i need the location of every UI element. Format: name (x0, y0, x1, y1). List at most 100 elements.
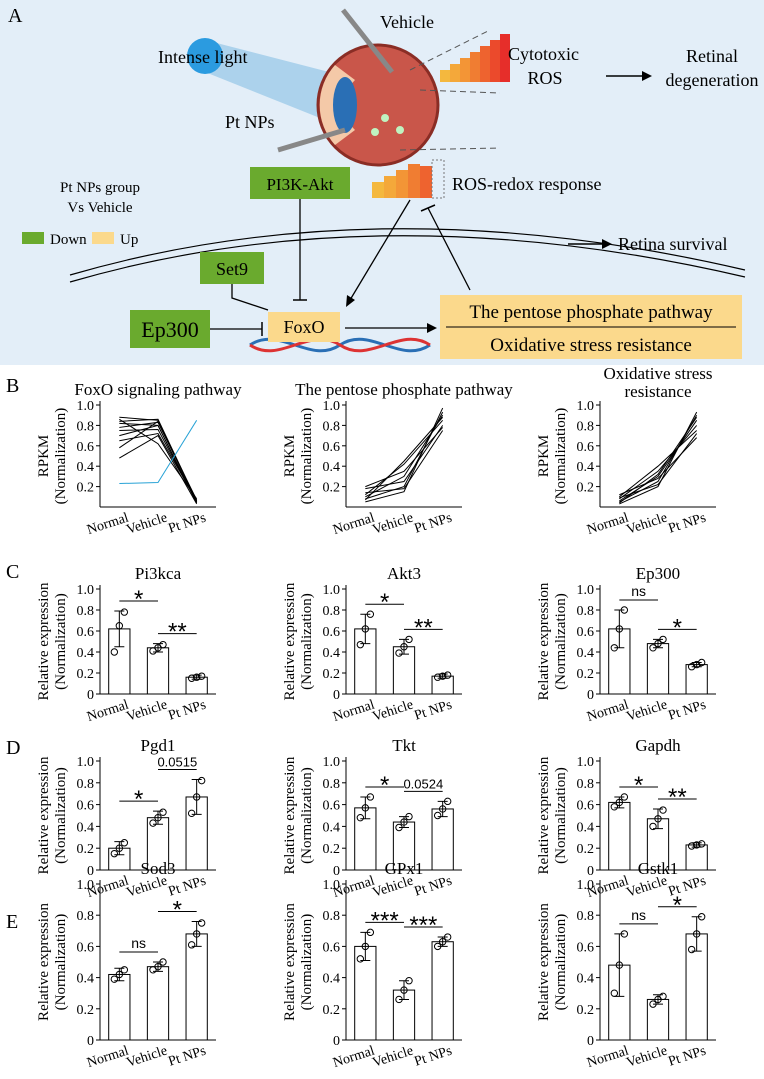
inhibit (231, 284, 269, 311)
significance: * (380, 772, 389, 799)
x-tick-label: Vehicle (371, 511, 416, 538)
y-axis-label: (Normalization) (299, 593, 315, 690)
y-axis-label: Relative expression (282, 582, 298, 700)
error-bar (360, 613, 371, 645)
label: Retina survival (618, 234, 727, 254)
y-tick-label: 0.8 (77, 419, 95, 434)
y-axis-label: (Normalization) (553, 767, 569, 864)
data-point (654, 639, 662, 648)
error-bar (399, 980, 409, 1000)
label: Intense light (158, 47, 247, 67)
x-tick-label: Pt NPs (167, 511, 208, 537)
data-point (692, 660, 701, 669)
y-tick-label: 0.6 (577, 799, 595, 814)
x-tick-label: Vehicle (625, 698, 670, 725)
panel-label: E (6, 911, 18, 933)
y-tick-label: 0 (333, 864, 340, 879)
light-source (187, 38, 223, 74)
y-tick-label: 0.4 (577, 646, 595, 661)
dash (409, 29, 491, 71)
data-point (620, 930, 629, 938)
significance: *** (409, 912, 437, 939)
y-tick-label: 1.0 (577, 583, 595, 598)
y-axis-label: RPKM (36, 435, 52, 478)
data-point (615, 625, 624, 633)
data-point (395, 649, 403, 657)
y-tick-label: 0.4 (77, 646, 95, 661)
chart-title: GPx1 (385, 859, 424, 878)
significance: * (173, 896, 182, 923)
y-axis-label: (Normalization) (553, 593, 569, 690)
y-tick-label: 0.8 (577, 419, 595, 434)
data-point (438, 938, 447, 946)
data-point (687, 663, 696, 671)
data-point (356, 640, 365, 649)
data-point (620, 606, 629, 614)
chart-title: Pi3kca (135, 564, 182, 583)
significance: * (634, 772, 643, 799)
data-point (405, 977, 413, 985)
y-tick-label: 0.6 (323, 940, 341, 955)
y-axis-label: RPKM (536, 435, 552, 478)
data-point (187, 674, 196, 682)
label: Oxidative stress resistance (490, 335, 692, 356)
y-axis-label: (Normalization) (553, 914, 569, 1011)
label: FoxO (283, 317, 324, 337)
x-tick-label: Vehicle (371, 1044, 416, 1071)
x-tick-label: Pt NPs (413, 1044, 454, 1070)
x-tick-label: Vehicle (371, 698, 416, 725)
particle (381, 114, 389, 122)
y-tick-label: 1.0 (77, 755, 95, 770)
y-tick-label: 0.6 (577, 625, 595, 640)
data-point (197, 776, 206, 785)
y-axis-label: (Normalization) (53, 767, 69, 864)
inhibit (427, 207, 471, 291)
chart-title: Gstk1 (638, 859, 679, 878)
y-tick-label: 0.2 (577, 1003, 595, 1018)
data-point (692, 841, 701, 849)
y-axis-label: (Normalization) (553, 408, 569, 505)
line (619, 414, 698, 503)
y-tick-label: 0.4 (577, 820, 595, 835)
dna (249, 337, 431, 353)
y-tick-label: 0.2 (577, 842, 595, 857)
y-tick-label: 0.8 (323, 604, 341, 619)
error-bar (360, 796, 371, 820)
y-tick-label: 1.0 (323, 583, 341, 598)
data-point (654, 815, 662, 823)
y-tick-label: 0.2 (323, 481, 341, 496)
data-point (400, 643, 408, 651)
y-tick-label: 0.8 (577, 604, 595, 619)
line (365, 414, 444, 498)
arrowhead (427, 323, 437, 333)
data-point (405, 812, 413, 821)
error-bar (360, 931, 371, 961)
data-point (649, 822, 657, 831)
arrowhead (642, 71, 652, 81)
x-tick-label: Pt NPs (167, 1044, 208, 1070)
line (119, 434, 198, 505)
data-point (649, 1000, 657, 1008)
label: Retinal (686, 46, 738, 66)
dash (419, 89, 501, 94)
data-point (154, 813, 162, 822)
panel-label: C (6, 561, 19, 583)
error-bar (399, 638, 409, 655)
y-tick-label: 1.0 (577, 755, 595, 770)
data-point (159, 958, 167, 966)
data-point (110, 975, 119, 983)
significance: 0.0515 (157, 755, 197, 770)
arrowhead (602, 239, 612, 249)
y-tick-label: 1.0 (77, 878, 95, 893)
lens (333, 77, 357, 133)
x-tick-label: Vehicle (125, 698, 170, 725)
significance: 0.0524 (403, 776, 443, 791)
x-tick-label: Normal (331, 511, 376, 539)
data-point (187, 941, 196, 949)
data-point (443, 671, 452, 679)
data-point (120, 966, 129, 974)
box (200, 252, 264, 284)
syringe (277, 127, 346, 153)
data-point (697, 913, 706, 921)
data-point (395, 995, 403, 1004)
